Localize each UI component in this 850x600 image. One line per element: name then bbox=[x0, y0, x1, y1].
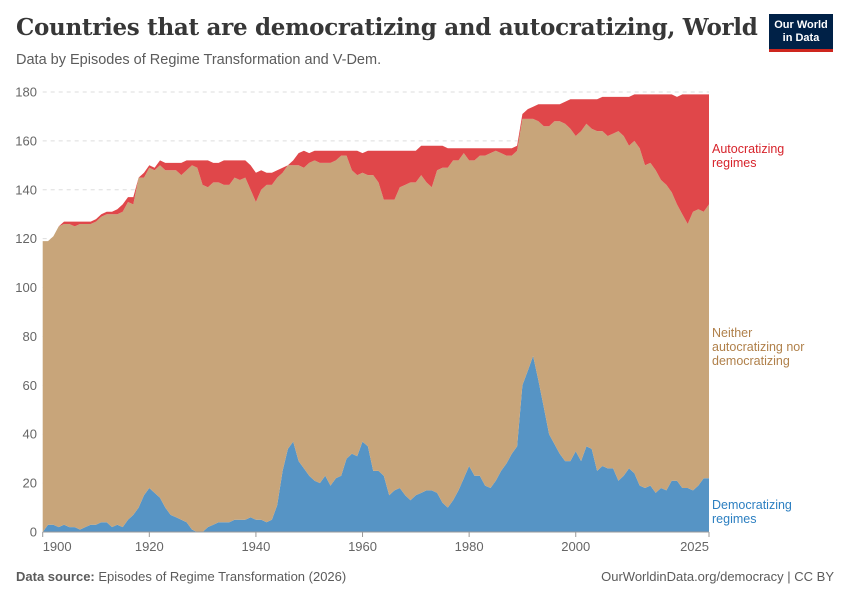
y-tick-label: 100 bbox=[15, 280, 37, 295]
owid-logo[interactable]: Our World in Data bbox=[769, 14, 833, 52]
series-label-line: Democratizing bbox=[712, 498, 792, 512]
area-neither-autocratizing-nor-democratizing bbox=[42, 118, 709, 533]
area-democratizing-regimes bbox=[42, 356, 709, 532]
source-url[interactable]: OurWorldinData.org/democracy | CC BY bbox=[601, 569, 834, 584]
series-label-line: Autocratizing bbox=[712, 142, 785, 156]
x-tick-label: 1920 bbox=[135, 539, 164, 554]
x-tick-label: 2025 bbox=[680, 539, 709, 554]
y-tick-label: 20 bbox=[23, 476, 37, 491]
source-text: Episodes of Regime Transformation (2026) bbox=[98, 569, 347, 584]
source-label: Data source: bbox=[16, 569, 95, 584]
series-label-line: regimes bbox=[712, 512, 757, 526]
x-tick-label: 1960 bbox=[348, 539, 377, 554]
series-label[interactable]: Autocratizing regimes bbox=[712, 142, 784, 170]
data-source: Data source: Episodes of Regime Transfor… bbox=[16, 569, 346, 584]
x-tick-label: 2000 bbox=[561, 539, 590, 554]
x-tick-label: 1980 bbox=[455, 539, 484, 554]
y-tick-label: 180 bbox=[15, 85, 37, 100]
x-tick-label: 1900 bbox=[43, 539, 72, 554]
y-tick-label: 0 bbox=[30, 525, 37, 540]
chart-subtitle: Data by Episodes of Regime Transformatio… bbox=[16, 52, 382, 68]
y-tick-label: 160 bbox=[15, 133, 37, 148]
series-label-line: democratizing bbox=[712, 354, 790, 368]
logo-line-1: Our World bbox=[774, 19, 828, 31]
x-tick-label: 1940 bbox=[241, 539, 270, 554]
y-tick-label: 120 bbox=[15, 231, 37, 246]
logo-line-2: in Data bbox=[782, 32, 820, 44]
y-tick-label: 60 bbox=[23, 378, 37, 393]
series-label[interactable]: Neither autocratizing nor democratizing bbox=[712, 326, 804, 368]
y-tick-label: 80 bbox=[23, 329, 37, 344]
area-autocratizing-regimes bbox=[42, 94, 709, 242]
series-label[interactable]: Democratizing regimes bbox=[712, 498, 792, 526]
y-tick-label: 140 bbox=[15, 182, 37, 197]
y-tick-label: 40 bbox=[23, 427, 37, 442]
chart-title: Countries that are democratizing and aut… bbox=[16, 14, 758, 41]
series-label-line: autocratizing nor bbox=[712, 340, 805, 354]
series-label-line: Neither bbox=[712, 326, 753, 340]
series-label-line: regimes bbox=[712, 156, 757, 170]
